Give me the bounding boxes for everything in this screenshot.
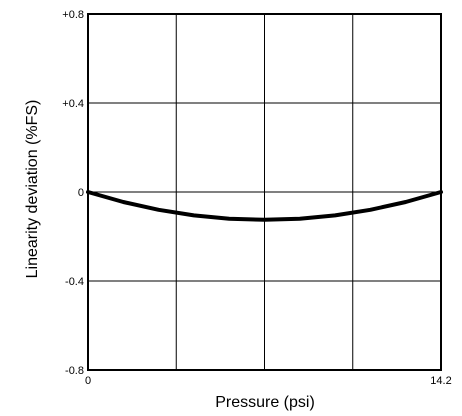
x-tick-labels: 0 14.2 [85, 375, 452, 387]
y-axis-label: Linearity deviation (%FS) [24, 100, 41, 279]
y-tick-label: 0 [78, 187, 84, 199]
y-tick-label: +0.8 [62, 9, 84, 21]
y-tick-label: +0.4 [62, 98, 84, 110]
y-tick-labels: +0.8 +0.4 0 -0.4 -0.8 [62, 9, 84, 377]
y-tick-label: -0.8 [65, 365, 84, 377]
grid-lines [88, 14, 441, 370]
series-line-0 [86, 190, 443, 222]
y-tick-label: -0.4 [65, 276, 84, 288]
series-layer [86, 190, 443, 222]
x-axis-label: Pressure (psi) [215, 394, 315, 411]
x-tick-label: 0 [85, 375, 91, 387]
x-tick-label: 14.2 [430, 375, 451, 387]
